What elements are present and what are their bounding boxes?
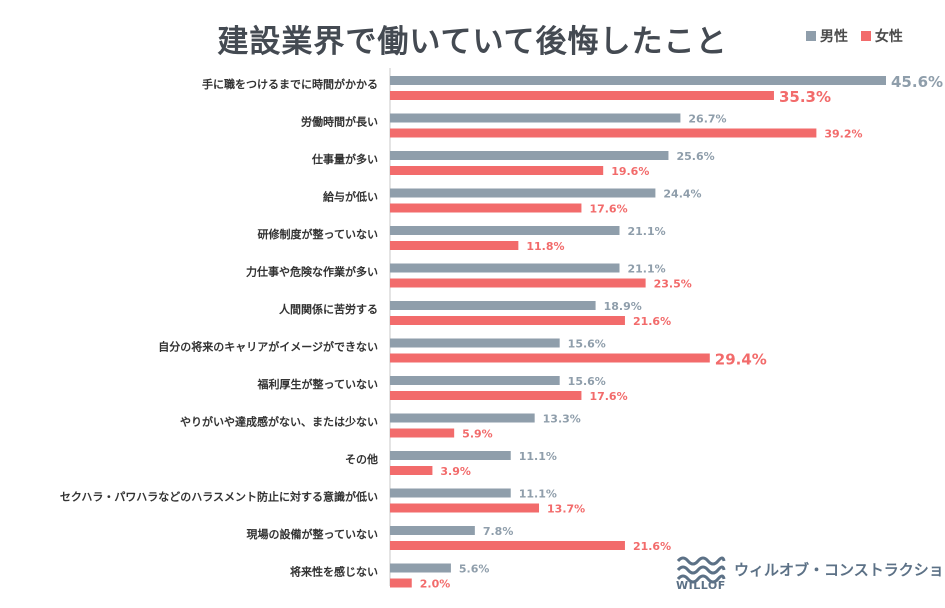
category-label: やりがいや達成感がない、または少ない (180, 415, 378, 429)
value-label-male: 11.1% (519, 488, 557, 501)
legend-female: 女性 (860, 26, 903, 46)
value-label-female: 21.6% (633, 540, 671, 553)
bar-female (390, 166, 604, 175)
value-label-female: 13.7% (547, 503, 585, 516)
bar-male (390, 226, 620, 235)
bar-female (390, 128, 817, 138)
bar-female (390, 241, 519, 250)
bar-male (390, 188, 656, 198)
bar-male (390, 301, 596, 310)
bar-male (390, 488, 511, 498)
category-label: 手に職をつけるまでに時間がかかる (202, 77, 378, 91)
value-label-female: 19.6% (611, 165, 649, 178)
bar-male (390, 263, 620, 273)
value-label-female: 3.9% (440, 465, 471, 478)
bar-male (390, 413, 535, 423)
bar-male (390, 563, 451, 573)
bar-female (390, 541, 625, 550)
brand-logo: WILLOF ウィルオブ・コンストラクション (676, 545, 945, 597)
bar-female (390, 466, 433, 475)
bar-female (390, 278, 646, 288)
value-label-male: 11.1% (519, 450, 557, 463)
legend-male-swatch (806, 31, 816, 41)
category-label: 将来性を感じない (290, 565, 378, 579)
value-label-female: 21.6% (633, 315, 671, 328)
legend-female-label: 女性 (874, 29, 903, 45)
chart-title: 建設業界で働いていて後悔したこと (217, 24, 728, 60)
category-label: 自分の将来のキャリアがイメージができない (158, 340, 378, 354)
value-label-male: 45.6% (891, 73, 943, 91)
value-label-male: 15.6% (568, 338, 606, 351)
chart-legend: 男性 女性 (806, 26, 911, 46)
category-label: 福利厚生が整っていない (257, 377, 378, 391)
bar-female (390, 428, 455, 438)
value-label-female: 23.5% (654, 278, 692, 291)
category-label: セクハラ・パワハラなどのハラスメント防止に対する意識が低い (60, 490, 378, 504)
category-label: 人間関係に苦労する (279, 302, 378, 316)
value-label-female: 35.3% (779, 88, 831, 106)
bar-male (390, 113, 681, 123)
bar-female (390, 503, 540, 513)
brand-logo-text: WILLOF (676, 579, 726, 592)
legend-male: 男性 (806, 26, 848, 46)
category-label: 労働時間が長い (301, 115, 378, 129)
value-label-female: 17.6% (589, 390, 627, 403)
bar-male (390, 526, 475, 535)
value-label-male: 24.4% (663, 188, 701, 201)
value-label-male: 25.6% (676, 150, 714, 163)
wave-logo-icon (676, 556, 726, 584)
bar-male (390, 151, 669, 160)
bar-male (390, 76, 886, 85)
value-label-male: 7.8% (483, 525, 514, 538)
value-label-female: 11.8% (526, 240, 564, 253)
bar-male (390, 338, 560, 348)
category-label: 力仕事や危険な作業が多い (246, 265, 378, 279)
legend-female-swatch (860, 31, 871, 41)
value-label-male: 21.1% (628, 263, 666, 276)
bar-female (390, 316, 625, 325)
bar-female (390, 91, 774, 100)
chart-rows: 手に職をつけるまでに時間がかかる 45.6% 35.3% 労働時間が長い 26.7% 39… (60, 73, 943, 591)
bar-male (390, 451, 511, 460)
value-label-male: 15.6% (568, 375, 606, 388)
value-label-female: 39.2% (824, 128, 862, 141)
value-label-male: 13.3% (543, 413, 581, 426)
value-label-male: 18.9% (604, 300, 642, 313)
value-label-male: 21.1% (628, 225, 666, 238)
value-label-female: 17.6% (589, 203, 627, 216)
category-label: 現場の設備が整っていない (247, 527, 378, 541)
value-label-male: 5.6% (459, 563, 490, 576)
value-label-female: 2.0% (420, 578, 451, 591)
category-label: 仕事量が多い (311, 152, 378, 166)
brand-name: ウィルオブ・コンストラクション (734, 561, 945, 579)
value-label-male: 26.7% (688, 113, 726, 126)
value-label-female: 29.4% (715, 351, 767, 369)
bar-female (390, 391, 582, 400)
bar-female (390, 578, 412, 588)
legend-male-label: 男性 (820, 29, 848, 45)
bar-female (390, 353, 710, 363)
category-label: 研修制度が整っていない (258, 227, 378, 241)
category-label: 給与が低い (323, 190, 378, 204)
bar-male (390, 376, 560, 385)
category-label: その他 (345, 452, 378, 466)
value-label-female: 5.9% (462, 428, 493, 441)
bar-female (390, 203, 582, 213)
